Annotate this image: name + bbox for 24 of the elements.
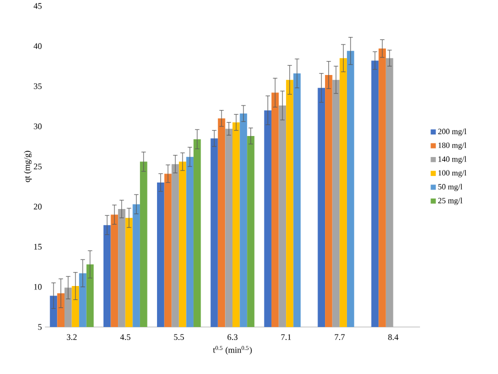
x-tick-label: 4.5	[120, 334, 130, 340]
legend-label: 140 mg/l	[438, 156, 466, 164]
x-tick-label: 7.7	[334, 334, 345, 340]
legend-label: 200 mg/l	[438, 128, 466, 136]
x-tick-label: 3.2	[66, 334, 77, 340]
y-tick-label: 35	[34, 83, 42, 90]
x-tick-label: 6.3	[228, 334, 238, 340]
y-tick-label: 20	[34, 204, 42, 210]
x-tick-label: 8.4	[388, 334, 398, 340]
legend-label: 180 mg/l	[438, 142, 466, 150]
y-tick-label: 5	[38, 324, 42, 330]
y-tick-label: 10	[34, 284, 42, 290]
y-tick-label: 25	[34, 164, 42, 170]
y-tick-label: 15	[34, 244, 42, 250]
x-axis-title: t$^{0.5}$ (min$^{0.5}$)	[212, 346, 252, 355]
y-tick-label: 40	[34, 43, 42, 49]
legend-label: 100 mg/l	[438, 170, 466, 178]
legend-label: 25 mg/l	[438, 198, 462, 205]
y-tick-label: 45	[34, 3, 42, 9]
y-axis-title: qt (mg/g)	[24, 150, 32, 182]
legend-label: 50 mg/l	[438, 184, 462, 192]
x-tick-label: 5.5	[174, 334, 184, 340]
y-tick-label: 30	[34, 124, 42, 130]
x-tick-label: 7.1	[281, 334, 291, 340]
